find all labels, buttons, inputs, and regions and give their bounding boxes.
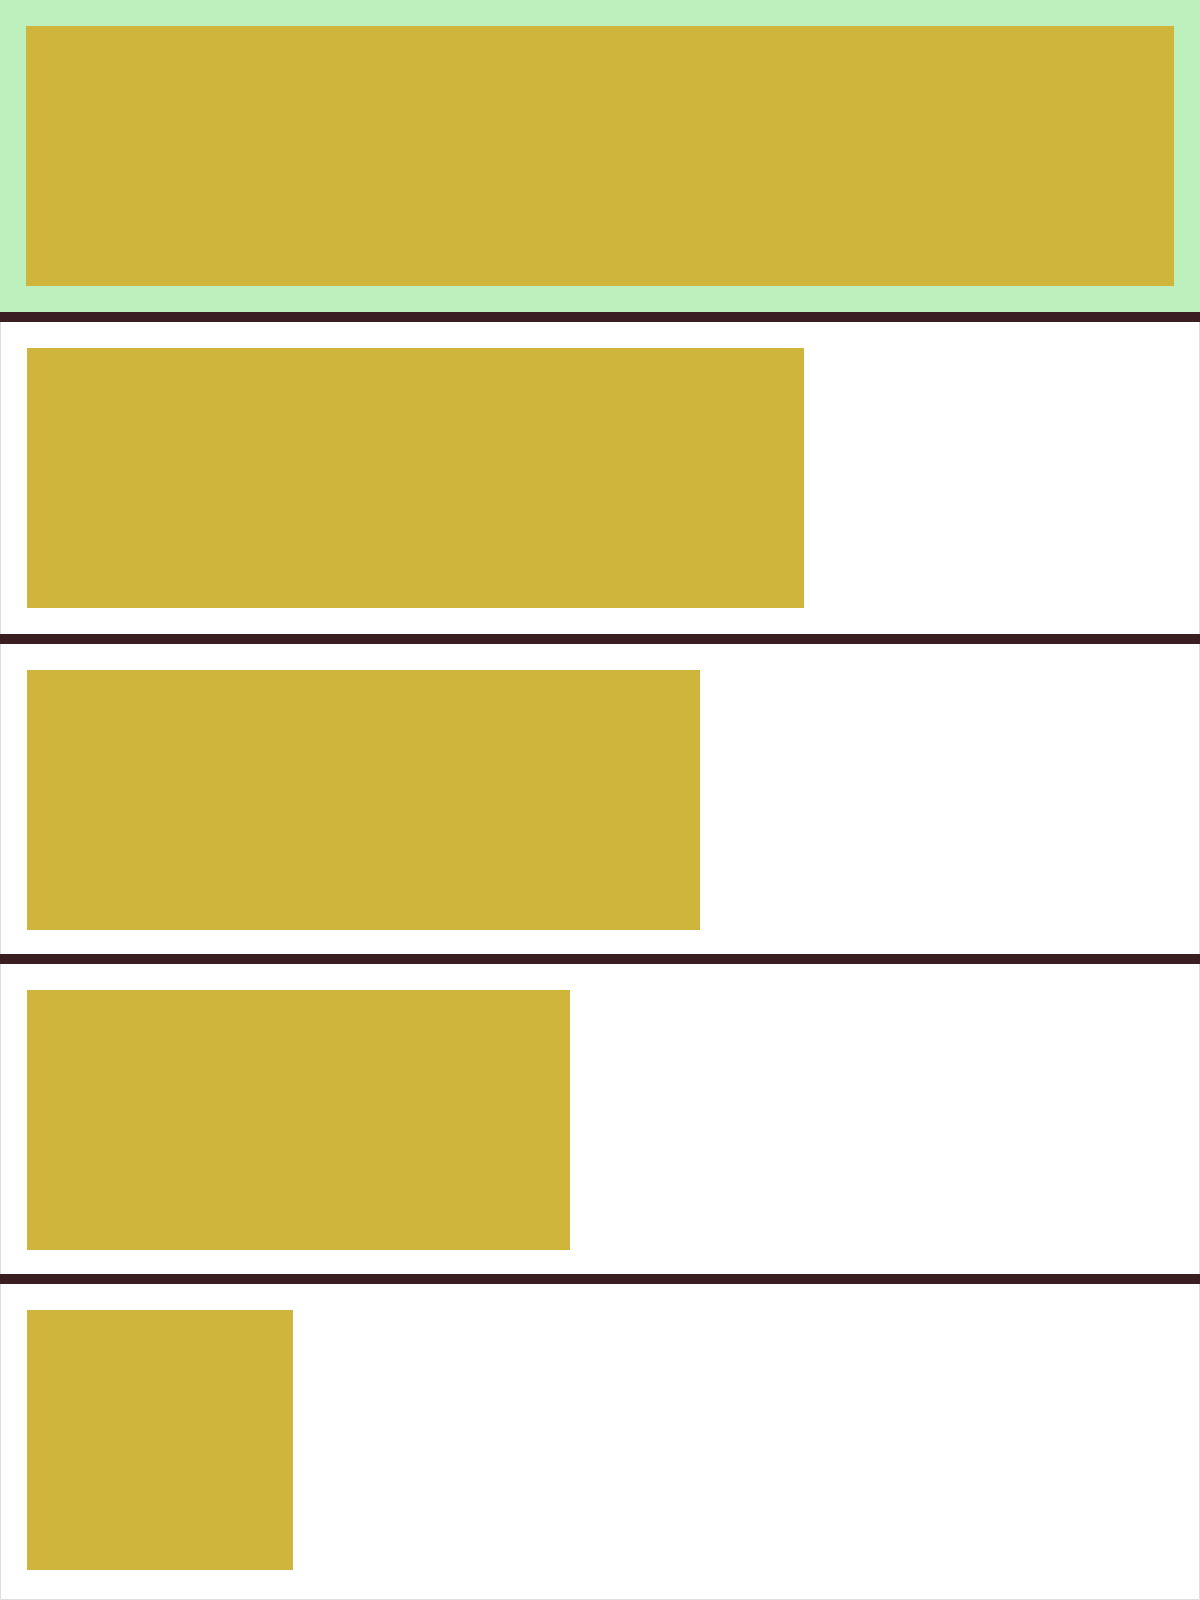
row bbox=[0, 1284, 1200, 1600]
row bbox=[0, 964, 1200, 1274]
block bbox=[26, 26, 1174, 286]
separator bbox=[0, 312, 1200, 322]
separator bbox=[0, 954, 1200, 964]
separator bbox=[0, 634, 1200, 644]
row bbox=[0, 0, 1200, 312]
block bbox=[27, 348, 804, 608]
row bbox=[0, 322, 1200, 634]
block bbox=[27, 1310, 293, 1570]
block bbox=[27, 670, 700, 930]
separator bbox=[0, 1274, 1200, 1284]
row bbox=[0, 644, 1200, 954]
block bbox=[27, 990, 570, 1250]
